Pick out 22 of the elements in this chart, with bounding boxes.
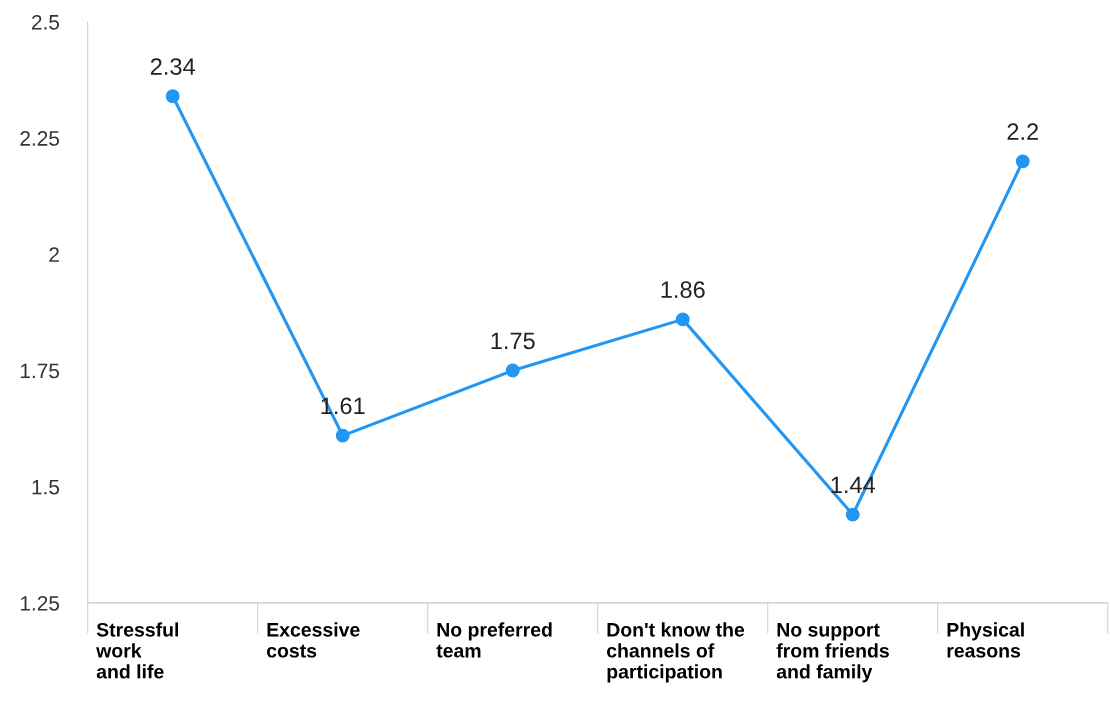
y-tick-label: 1.5: [32, 479, 60, 495]
point: [675, 312, 690, 327]
x-tick-label: No preferred team: [436, 622, 552, 658]
x-tick-label: Excessive costs: [266, 622, 360, 658]
y-tick-label: 1.75: [20, 363, 60, 379]
y-tick-label: 2.25: [20, 131, 60, 146]
point: [165, 89, 180, 104]
y-tick-label: 2.5: [32, 14, 60, 30]
point: [1015, 154, 1030, 169]
x-tick-label: No support from friends and family: [776, 623, 889, 683]
point: [845, 507, 860, 522]
data-label: 1.86: [661, 281, 705, 299]
y-tick-label: 1.25: [20, 595, 60, 611]
x-tick-label: Don't know the channels of participation: [607, 622, 745, 683]
data-label: 2.2: [1007, 123, 1038, 140]
data-label: 1.75: [491, 332, 535, 350]
x-tick-label: Stressful work and life: [96, 622, 179, 679]
x-tick-label: Physical reasons: [947, 622, 1024, 658]
y-tick-label: 2: [49, 247, 59, 262]
data-label: 2.34: [150, 58, 195, 75]
point: [505, 363, 520, 378]
point: [335, 428, 350, 443]
